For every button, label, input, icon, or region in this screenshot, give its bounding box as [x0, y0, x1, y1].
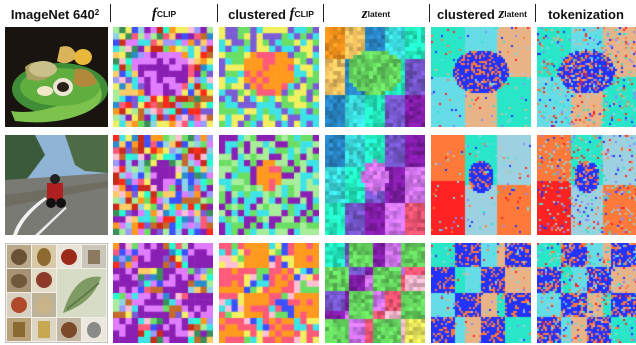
- header-separator: [110, 4, 111, 22]
- header-source: ImageNet 640 2: [0, 3, 110, 25]
- source-photo-motorcycle-road: [5, 135, 108, 235]
- header-tokenization-text: tokenization: [548, 6, 624, 22]
- tokenization-map-row3: [537, 243, 636, 343]
- header-fclip-symbol: f: [151, 5, 157, 22]
- zlatent-map-row2: [325, 135, 425, 235]
- header-clustered-zlatent-symbol: z: [498, 5, 505, 22]
- header-tokenization: tokenization: [536, 3, 636, 25]
- source-photo-food-plate: [5, 27, 108, 127]
- clustered-zlatent-map-row1: [431, 27, 531, 127]
- header-clustered-zlatent-sub: latent: [504, 9, 527, 19]
- clustered-zlatent-map-row2: [431, 135, 531, 235]
- header-separator: [535, 4, 536, 22]
- header-separator: [323, 4, 324, 22]
- header-clustered-zlatent-prefix: clustered: [437, 6, 499, 22]
- header-clustered-fclip-symbol: f: [289, 5, 295, 22]
- tokenization-map-row2: [537, 135, 636, 235]
- fclip-map-row1: [113, 27, 213, 127]
- zlatent-map-row3: [325, 243, 425, 343]
- header-fclip: f CLIP: [112, 3, 216, 25]
- header-zlatent-symbol: z: [361, 5, 368, 22]
- source-photo-object-grid: [5, 243, 108, 343]
- header-clustered-zlatent: clustered z latent: [430, 3, 534, 25]
- header-fclip-sub: CLIP: [156, 9, 177, 19]
- header-clustered-fclip: clustered f CLIP: [218, 3, 324, 25]
- clustered-zlatent-map-row3: [431, 243, 531, 343]
- header-source-sup: 2: [94, 7, 100, 17]
- header-clustered-fclip-prefix: clustered: [228, 6, 290, 22]
- clustered-fclip-map-row1: [219, 27, 319, 127]
- fclip-map-row2: [113, 135, 213, 235]
- header-zlatent-sub: latent: [367, 9, 391, 19]
- header-zlatent: z latent: [324, 3, 428, 25]
- header-source-text: ImageNet 640: [10, 6, 95, 22]
- tokenization-map-row1: [537, 27, 636, 127]
- header-clustered-fclip-sub: CLIP: [294, 9, 314, 19]
- clustered-fclip-map-row2: [219, 135, 319, 235]
- fclip-map-row3: [113, 243, 213, 343]
- clustered-fclip-map-row3: [219, 243, 319, 343]
- header-separator: [429, 4, 430, 22]
- zlatent-map-row1: [325, 27, 425, 127]
- header-separator: [217, 4, 218, 22]
